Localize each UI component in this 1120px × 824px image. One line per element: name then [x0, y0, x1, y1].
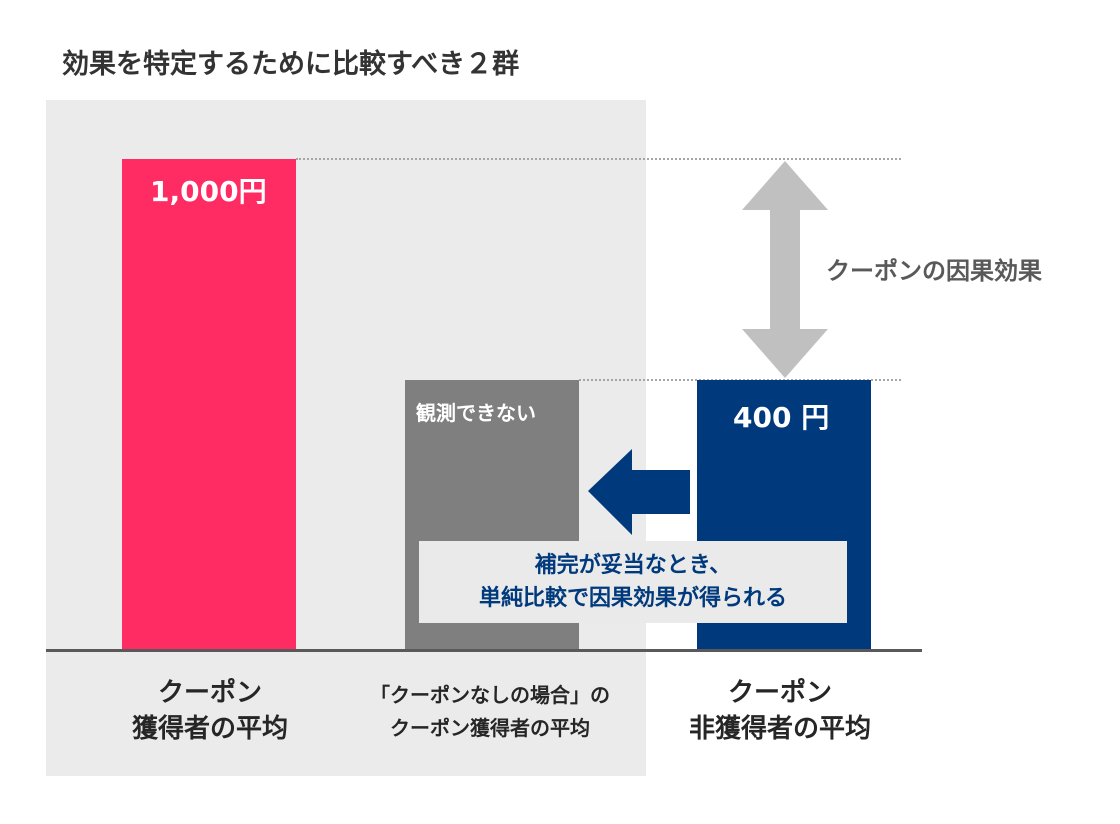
callout-line-1: 補完が妥当なとき、	[534, 553, 732, 578]
bar-label-coupon-recipients: 1,000円	[150, 175, 267, 208]
category-label-line: クーポン	[727, 678, 832, 708]
category-label-non-recipients: クーポン 非獲得者の平均	[660, 675, 900, 747]
impute-left-arrow-icon	[588, 449, 690, 535]
category-label-counterfactual: 「クーポンなしの場合」の クーポン獲得者の平均	[330, 679, 650, 745]
imputation-callout: 補完が妥当なとき、 単純比較で因果効果が得られる	[419, 541, 847, 623]
category-label-coupon-recipients: クーポン 獲得者の平均	[90, 675, 330, 747]
bar-label-unobservable: 観測できない	[416, 401, 536, 425]
category-label-line: 非獲得者の平均	[688, 714, 871, 744]
callout-line-2: 単純比較で因果効果が得られる	[478, 586, 787, 611]
causal-effect-double-arrow-icon	[742, 161, 828, 378]
bar-coupon-recipients	[122, 159, 296, 650]
category-label-line: 「クーポンなしの場合」の	[370, 683, 610, 707]
category-label-line: クーポン	[157, 678, 262, 708]
category-label-line: クーポン獲得者の平均	[390, 716, 590, 740]
x-axis-baseline	[46, 649, 922, 652]
dashed-line-1000	[296, 158, 901, 160]
category-label-line: 獲得者の平均	[131, 714, 288, 744]
bar-label-non-recipients: 400 円	[733, 401, 830, 434]
chart-title: 効果を特定するために比較すべき２群	[62, 49, 520, 80]
causal-effect-label: クーポンの因果効果	[826, 257, 1042, 285]
